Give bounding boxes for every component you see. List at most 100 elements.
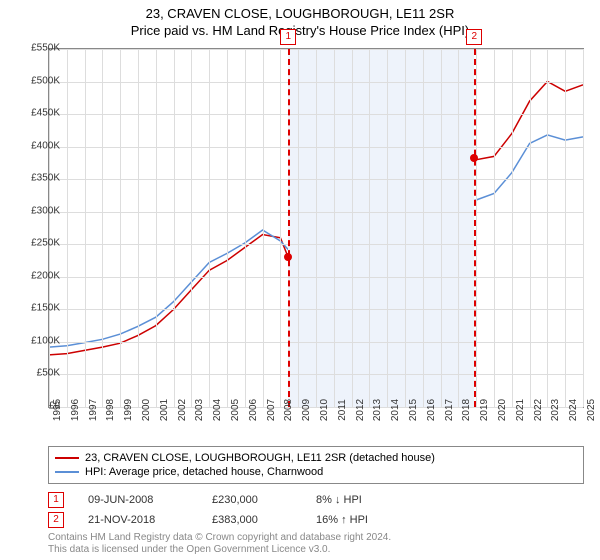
gridline-vertical [49, 49, 50, 407]
footnote: Contains HM Land Registry data © Crown c… [48, 532, 391, 556]
x-axis-label: 2006 [248, 399, 259, 421]
gridline-vertical [174, 49, 175, 407]
gridline-vertical [530, 49, 531, 407]
gridline-vertical [565, 49, 566, 407]
gridline-vertical [512, 49, 513, 407]
y-axis-label: £100K [16, 335, 60, 346]
x-axis-label: 2022 [533, 399, 544, 421]
sale-row: 1 09-JUN-2008 £230,000 8% ↓ HPI [48, 490, 396, 510]
x-axis-label: 2025 [586, 399, 597, 421]
gridline-vertical [494, 49, 495, 407]
gridline-vertical [120, 49, 121, 407]
gridline-vertical [245, 49, 246, 407]
y-axis-label: £200K [16, 270, 60, 281]
gridline-vertical [67, 49, 68, 407]
sale-point-dot [470, 154, 478, 162]
x-axis-label: 2008 [283, 399, 294, 421]
gridline-vertical [156, 49, 157, 407]
y-axis-label: £550K [16, 43, 60, 54]
y-axis-label: £500K [16, 75, 60, 86]
chart-container: 23, CRAVEN CLOSE, LOUGHBOROUGH, LE11 2SR… [0, 0, 600, 560]
legend-row: HPI: Average price, detached house, Char… [55, 465, 577, 479]
sale-marker-box: 2 [466, 29, 482, 45]
gridline-vertical [298, 49, 299, 407]
gridline-vertical [263, 49, 264, 407]
gridline-vertical [352, 49, 353, 407]
gridline-vertical [334, 49, 335, 407]
legend-row: 23, CRAVEN CLOSE, LOUGHBOROUGH, LE11 2SR… [55, 451, 577, 465]
legend-box: 23, CRAVEN CLOSE, LOUGHBOROUGH, LE11 2SR… [48, 446, 584, 484]
y-axis-label: £250K [16, 238, 60, 249]
gridline-vertical [227, 49, 228, 407]
gridline-vertical [102, 49, 103, 407]
x-axis-label: 2005 [230, 399, 241, 421]
x-axis-label: 2017 [444, 399, 455, 421]
sale-marker-line [288, 49, 290, 407]
y-axis-label: £150K [16, 303, 60, 314]
gridline-vertical [138, 49, 139, 407]
sale-row-marker: 1 [48, 492, 64, 508]
legend-swatch [55, 471, 79, 473]
y-axis-label: £400K [16, 140, 60, 151]
x-axis-label: 2019 [479, 399, 490, 421]
x-axis-label: 2010 [319, 399, 330, 421]
sale-row-price: £383,000 [212, 514, 292, 526]
x-axis-label: 2004 [212, 399, 223, 421]
chart-subtitle: Price paid vs. HM Land Registry's House … [0, 21, 600, 38]
x-axis-label: 2009 [301, 399, 312, 421]
x-axis-label: 1997 [88, 399, 99, 421]
x-axis-label: 2023 [550, 399, 561, 421]
gridline-vertical [583, 49, 584, 407]
gridline-vertical [85, 49, 86, 407]
gridline-vertical [476, 49, 477, 407]
gridline-vertical [280, 49, 281, 407]
gridline-vertical [423, 49, 424, 407]
x-axis-label: 2012 [355, 399, 366, 421]
x-axis-label: 2001 [159, 399, 170, 421]
x-axis-label: 2020 [497, 399, 508, 421]
sale-row-marker: 2 [48, 512, 64, 528]
y-axis-label: £350K [16, 173, 60, 184]
legend-swatch [55, 457, 79, 459]
x-axis-label: 2000 [141, 399, 152, 421]
x-axis-label: 2003 [194, 399, 205, 421]
gridline-vertical [405, 49, 406, 407]
x-axis-label: 2014 [390, 399, 401, 421]
legend-label: HPI: Average price, detached house, Char… [85, 466, 323, 478]
sale-row-diff: 8% ↓ HPI [316, 494, 396, 506]
x-axis-label: 1998 [105, 399, 116, 421]
sale-row: 2 21-NOV-2018 £383,000 16% ↑ HPI [48, 510, 396, 530]
sale-row-diff: 16% ↑ HPI [316, 514, 396, 526]
footnote-line-2: This data is licensed under the Open Gov… [48, 544, 391, 556]
sale-marker-line [474, 49, 476, 407]
x-axis-label: 2002 [177, 399, 188, 421]
footnote-line-1: Contains HM Land Registry data © Crown c… [48, 532, 391, 544]
x-axis-label: 2018 [461, 399, 472, 421]
gridline-vertical [209, 49, 210, 407]
x-axis-label: 2021 [515, 399, 526, 421]
x-axis-label: 1996 [70, 399, 81, 421]
gridline-vertical [369, 49, 370, 407]
x-axis-label: 2011 [337, 399, 348, 421]
x-axis-label: 2024 [568, 399, 579, 421]
y-axis-label: £300K [16, 205, 60, 216]
gridline-vertical [458, 49, 459, 407]
sale-row-date: 09-JUN-2008 [88, 494, 188, 506]
gridline-vertical [441, 49, 442, 407]
sale-row-date: 21-NOV-2018 [88, 514, 188, 526]
x-axis-label: 2016 [426, 399, 437, 421]
sales-table: 1 09-JUN-2008 £230,000 8% ↓ HPI 2 21-NOV-2018… [48, 490, 396, 530]
x-axis-label: 1995 [52, 399, 63, 421]
gridline-vertical [387, 49, 388, 407]
chart-title: 23, CRAVEN CLOSE, LOUGHBOROUGH, LE11 2SR [0, 0, 600, 21]
legend-label: 23, CRAVEN CLOSE, LOUGHBOROUGH, LE11 2SR… [85, 452, 435, 464]
sale-row-price: £230,000 [212, 494, 292, 506]
sale-point-dot [284, 253, 292, 261]
y-axis-label: £50K [16, 368, 60, 379]
gridline-vertical [316, 49, 317, 407]
sale-marker-box: 1 [280, 29, 296, 45]
x-axis-label: 1999 [123, 399, 134, 421]
x-axis-label: 2015 [408, 399, 419, 421]
x-axis-label: 2013 [372, 399, 383, 421]
x-axis-label: 2007 [266, 399, 277, 421]
